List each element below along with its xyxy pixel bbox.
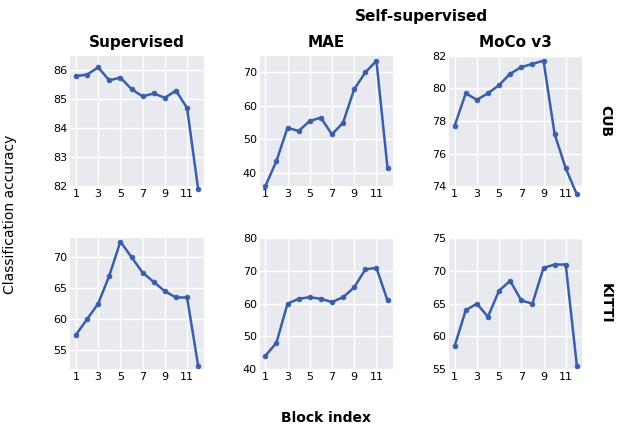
Text: Block index: Block index [282, 411, 371, 425]
Title: MAE: MAE [308, 36, 345, 51]
Text: KITTI: KITTI [598, 284, 612, 324]
Title: Supervised: Supervised [89, 36, 185, 51]
Text: CUB: CUB [598, 105, 612, 137]
Text: Classification accuracy: Classification accuracy [3, 135, 17, 294]
Text: Self-supervised: Self-supervised [355, 9, 488, 24]
Title: MoCo v3: MoCo v3 [479, 36, 552, 51]
